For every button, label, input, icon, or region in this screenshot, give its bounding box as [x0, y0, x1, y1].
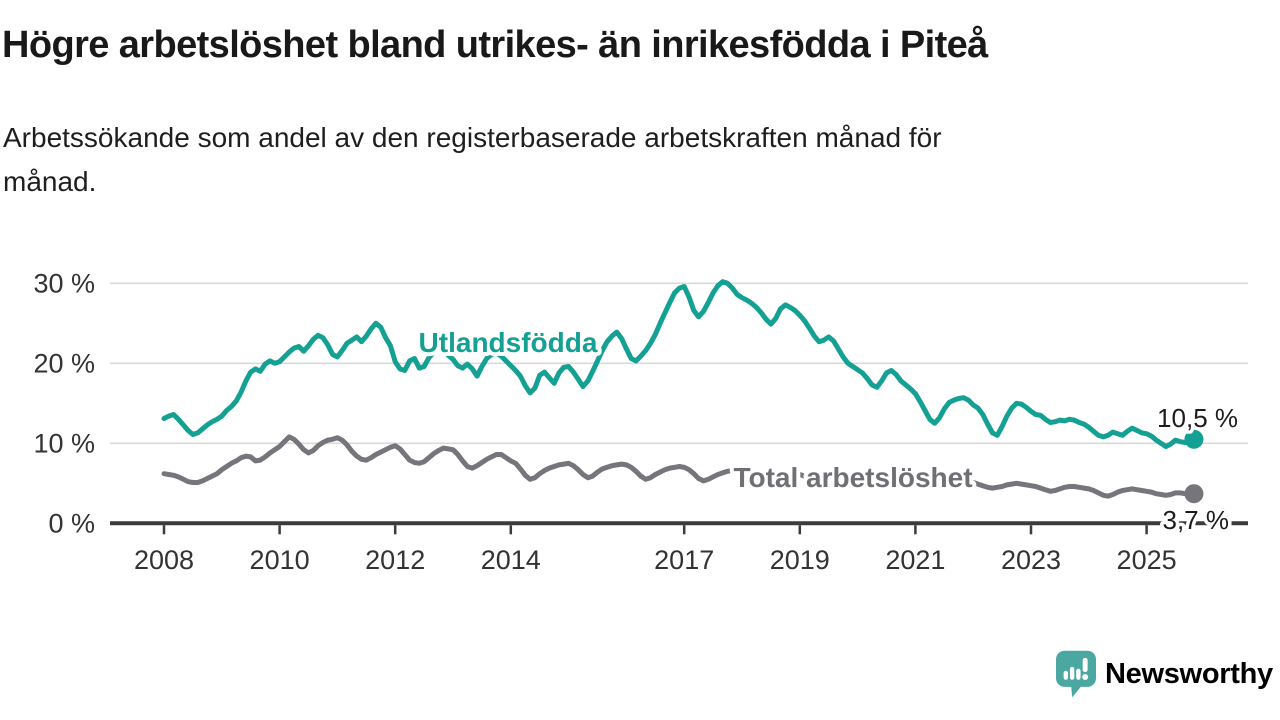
series-label-utlandsfodda: Utlandsfödda — [419, 327, 598, 358]
y-tick-label-10: 10 % — [33, 428, 95, 458]
chart-subtitle: Arbetssökande som andel av den registerb… — [3, 116, 942, 204]
x-tick-label-2019: 2019 — [770, 545, 830, 575]
chart-title: Högre arbetslöshet bland utrikes- än inr… — [2, 24, 988, 66]
series-line-utlandsfodda — [161, 279, 1193, 449]
x-tick-label-2012: 2012 — [365, 545, 425, 575]
x-tick-label-2008: 2008 — [134, 545, 194, 575]
x-tick-label-2014: 2014 — [481, 545, 541, 575]
newsworthy-logo: Newsworthy — [1056, 650, 1273, 699]
end-label-utlandsfodda: 10,5 % — [1157, 403, 1238, 433]
newsworthy-logo-text: Newsworthy — [1105, 658, 1273, 690]
end-dot-total-arbetsloshet — [1184, 484, 1204, 504]
series-label-total-arbetsloshet: Total arbetslöshet — [733, 462, 972, 493]
end-label-total-arbetsloshet: 3,7 % — [1163, 505, 1230, 535]
y-tick-label-30: 30 % — [33, 268, 95, 298]
x-tick-label-2017: 2017 — [654, 545, 714, 575]
chart-subtitle-line-2: månad. — [3, 166, 97, 197]
x-tick-label-2025: 2025 — [1117, 545, 1177, 575]
x-tick-label-2021: 2021 — [885, 545, 945, 575]
newsworthy-logo-icon — [1056, 650, 1096, 698]
end-dot-utlandsfodda — [1184, 429, 1204, 449]
y-tick-label-0: 0 % — [48, 508, 95, 538]
series-line-total-arbetsloshet — [161, 434, 1193, 499]
y-tick-label-20: 20 % — [33, 348, 95, 378]
x-tick-label-2010: 2010 — [250, 545, 310, 575]
x-tick-label-2023: 2023 — [1001, 545, 1061, 575]
chart-subtitle-line-1: Arbetssökande som andel av den registerb… — [3, 122, 942, 153]
